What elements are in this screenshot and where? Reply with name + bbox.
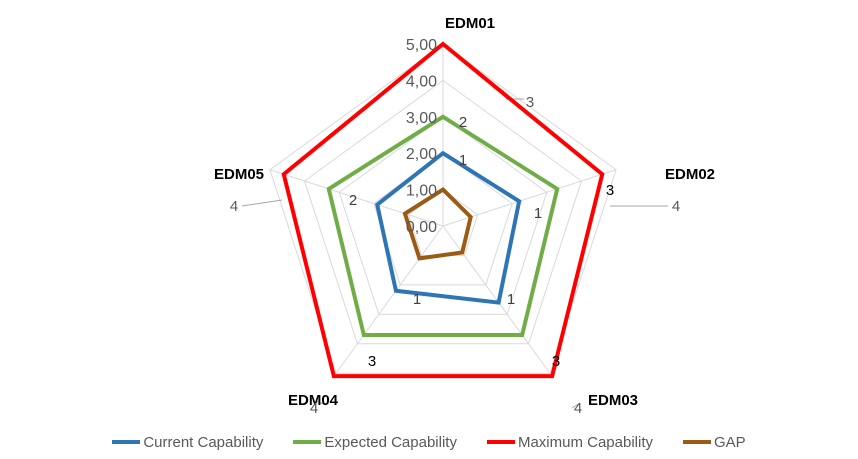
series-line-maximum-capability	[281, 41, 605, 379]
grid-ring-5	[269, 43, 617, 374]
chart-legend: Current Capability Expected Capability Max…	[0, 430, 858, 454]
legend-swatch	[486, 440, 515, 444]
spoke-EDM04	[335, 225, 444, 374]
tick-label: 5,00	[406, 37, 437, 54]
leader-line	[241, 199, 283, 207]
data-label: 1	[459, 152, 467, 169]
legend-item-current-capability: Current Capability	[112, 434, 263, 451]
data-label: 3	[368, 353, 376, 370]
legend-swatch	[112, 440, 141, 444]
tick-label: 4,00	[406, 73, 437, 90]
leader-line	[571, 402, 581, 409]
category-axis-labels: EDM01 EDM02 EDM03 EDM04 EDM05	[214, 15, 715, 409]
legend-label: GAP	[714, 433, 746, 451]
data-label: 4	[672, 198, 680, 215]
axis-label-EDM04: EDM04	[288, 392, 339, 409]
data-label: 3	[606, 182, 614, 199]
data-label: 3	[526, 94, 534, 111]
axis-label-EDM01: EDM01	[445, 15, 495, 32]
data-label: 4	[310, 400, 318, 417]
legend-swatch	[293, 440, 322, 444]
legend-item-gap: GAP	[683, 434, 746, 451]
legend-item-expected-capability: Expected Capability	[293, 434, 457, 451]
data-label: 4	[574, 400, 582, 417]
legend-label: Expected Capability	[324, 433, 457, 451]
tick-label: 2,00	[406, 146, 437, 163]
grid-ring-4	[303, 79, 583, 345]
data-label: 1	[413, 291, 421, 308]
axis-label-EDM02: EDM02	[665, 166, 715, 183]
axis-label-EDM03: EDM03	[588, 392, 638, 409]
data-label: 1	[507, 291, 515, 308]
legend-swatch	[683, 440, 711, 444]
data-label: 2	[349, 192, 357, 209]
grid-ring-2	[373, 152, 513, 286]
grid-ring-3	[338, 116, 548, 315]
radar-grid	[269, 43, 617, 374]
data-label: 1	[534, 205, 542, 222]
legend-label: Maximum Capability	[517, 433, 653, 451]
tick-label: 1,00	[406, 183, 437, 200]
tick-label: 3,00	[406, 110, 437, 127]
tick-label: 0,00	[406, 219, 437, 236]
radar-chart: 0,00 1,00 2,00 3,00 4,00 5,00 EDM01 EDM02 EDM03…	[214, 15, 715, 417]
data-label: 3	[552, 353, 560, 370]
spoke-EDM05	[269, 169, 444, 227]
legend-label: Current Capability	[143, 433, 264, 451]
series-layer	[281, 41, 605, 379]
data-label: 4	[230, 198, 238, 215]
series-line-gap	[402, 187, 473, 261]
series-line-current-capability	[375, 150, 522, 305]
radial-tick-labels: 0,00 1,00 2,00 3,00 4,00 5,00	[406, 37, 437, 236]
data-label: 2	[459, 114, 467, 131]
leader-line	[315, 400, 327, 406]
series-line-expected-capability	[326, 114, 560, 337]
data-labels: 3 2 1 4 3 1 4 3 1 4 3 1 4 2	[230, 94, 680, 417]
legend-item-maximum-capability: Maximum Capability	[486, 433, 653, 451]
axis-label-EDM05: EDM05	[214, 166, 264, 183]
